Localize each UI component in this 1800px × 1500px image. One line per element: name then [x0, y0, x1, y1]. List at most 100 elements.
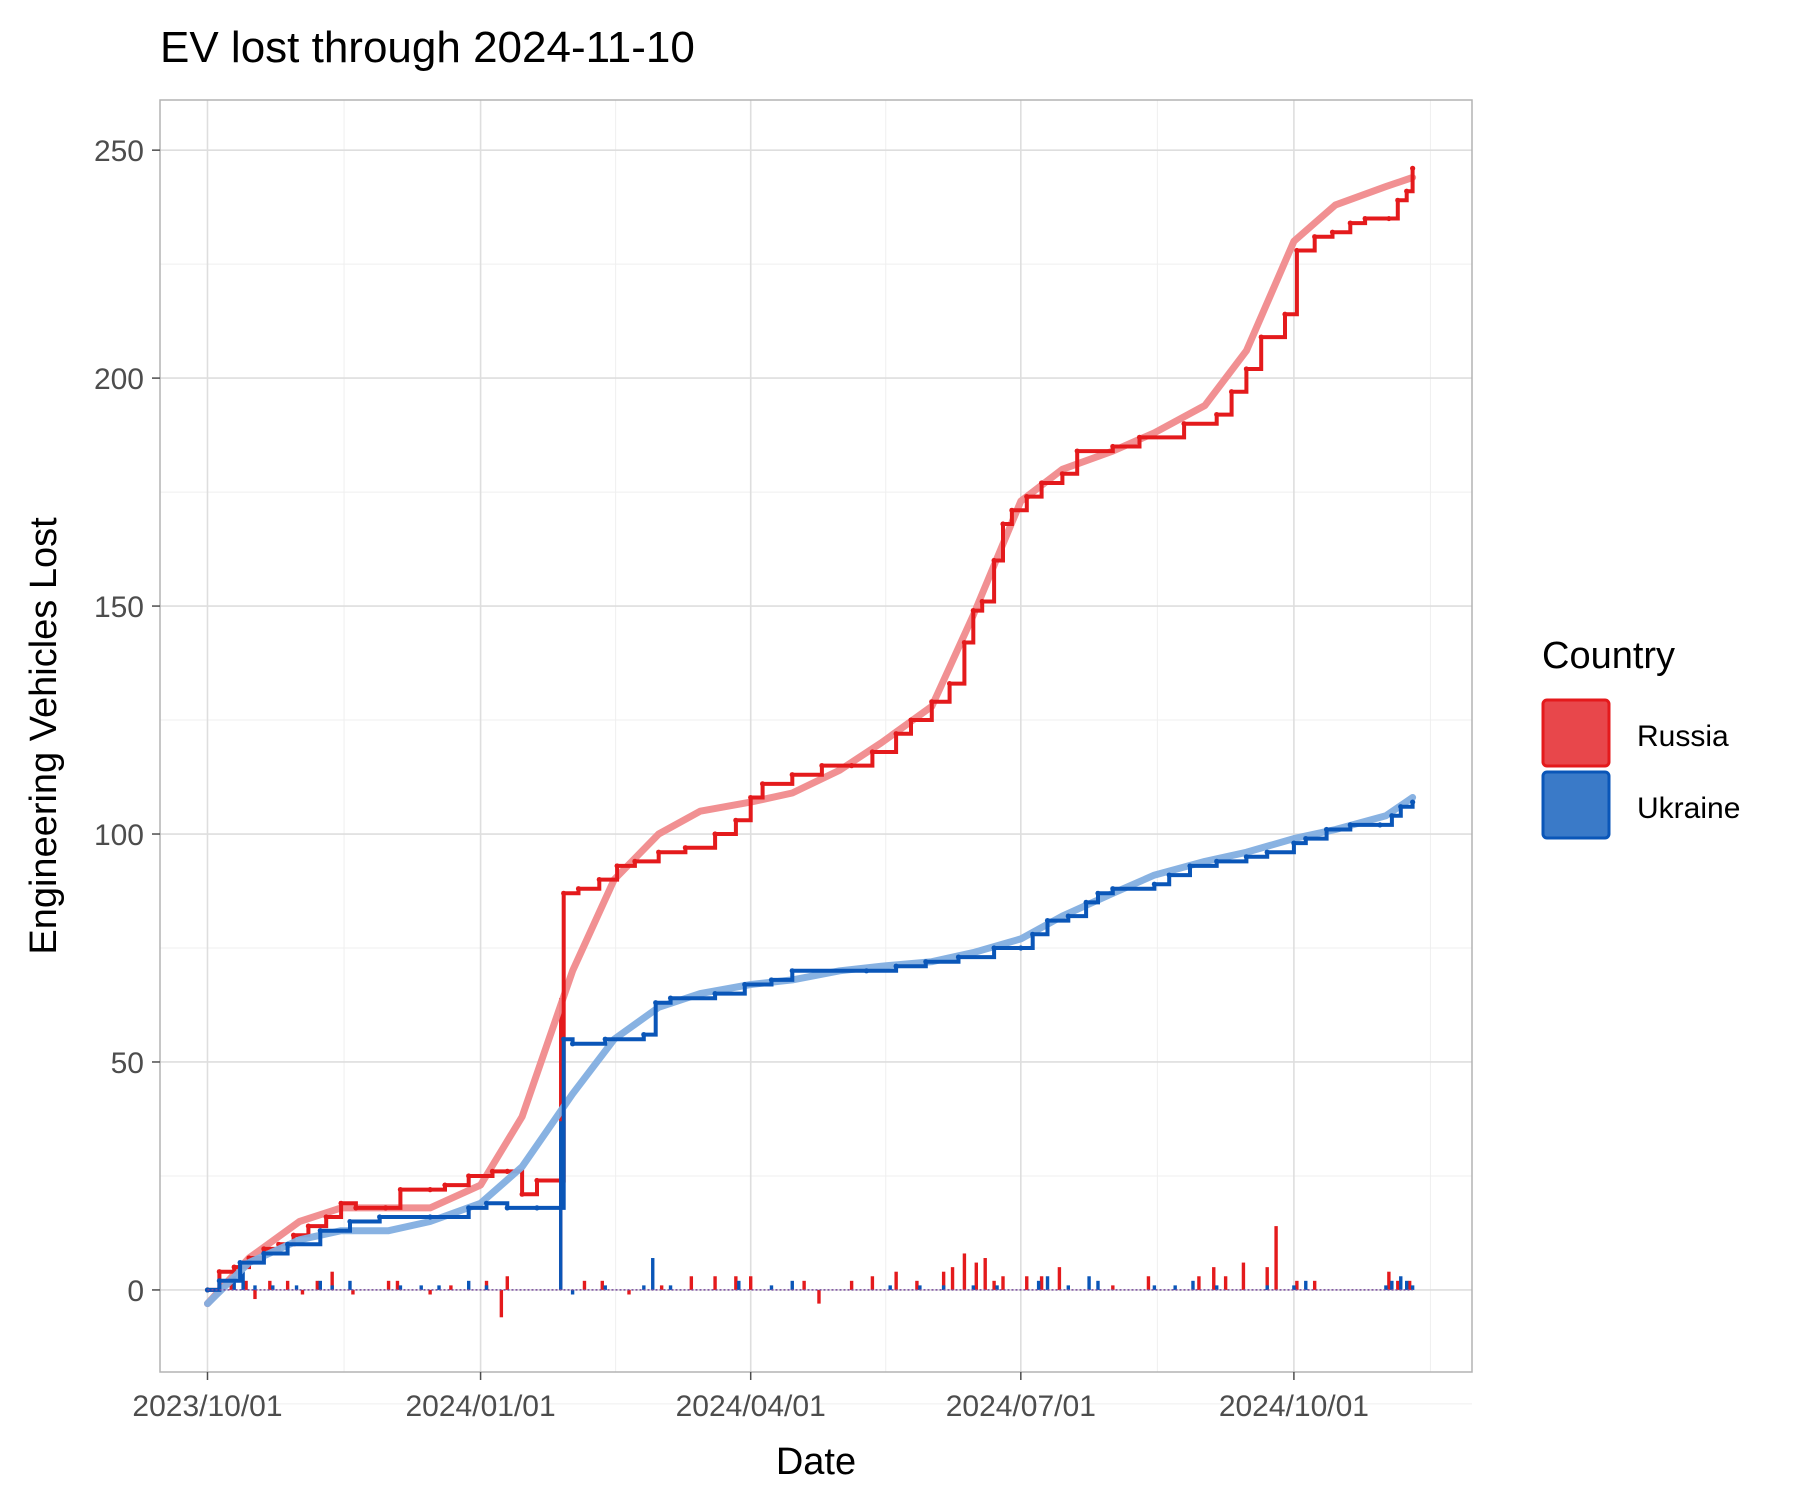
cumulative-point-russia: [819, 763, 825, 769]
cumulative-point-ukraine: [1214, 858, 1220, 864]
cumulative-point-russia: [397, 1187, 404, 1193]
cumulative-point-russia: [534, 1177, 540, 1184]
x-tick-label: 2024/07/01: [946, 1390, 1096, 1423]
cumulative-point-russia: [1024, 494, 1030, 500]
cumulative-point-russia: [575, 886, 582, 892]
cumulative-point-russia: [596, 877, 602, 883]
cumulative-point-ukraine: [1398, 804, 1404, 810]
cumulative-point-russia: [323, 1214, 329, 1220]
cumulative-point-russia: [893, 731, 899, 737]
cumulative-point-russia: [946, 680, 953, 687]
legend: Country Russia Ukraine: [1541, 635, 1740, 840]
cumulative-point-ukraine: [1018, 945, 1024, 951]
plot-area: [159, 99, 1473, 1405]
series-ukraine: [204, 794, 1417, 1308]
cumulative-point-ukraine: [667, 995, 674, 1001]
cumulative-point-russia: [991, 557, 997, 564]
cumulative-point-ukraine: [742, 981, 748, 988]
plot-border: [159, 99, 1473, 1373]
cumulative-point-russia: [382, 1205, 389, 1211]
cumulative-point-russia: [682, 845, 688, 851]
cumulative-point-russia: [961, 639, 968, 646]
cumulative-point-russia: [929, 699, 935, 705]
cumulative-point-russia: [1181, 421, 1187, 427]
cumulative-point-ukraine: [768, 977, 775, 983]
chart-title: EV lost through 2024-11-10: [160, 23, 695, 72]
y-axis-label: Engineering Vehicles Lost: [23, 517, 65, 955]
cumulative-point-russia: [561, 890, 567, 896]
trend-line-ukraine: [204, 794, 1417, 1308]
cumulative-point-russia: [970, 608, 976, 614]
cumulative-point-russia: [231, 1264, 237, 1270]
plot-panel: [160, 100, 1472, 1372]
cumulative-point-ukraine: [1303, 835, 1309, 842]
cumulative-point-russia: [261, 1246, 267, 1252]
cumulative-point-russia: [1000, 521, 1006, 527]
cumulative-point-ukraine: [1030, 931, 1036, 937]
cumulative-point-ukraine: [1151, 881, 1157, 887]
cumulative-point-russia: [504, 1168, 510, 1174]
cumulative-point-russia: [305, 1223, 312, 1229]
cumulative-point-ukraine: [1044, 918, 1051, 924]
cumulative-point-russia: [849, 763, 855, 769]
cumulative-point-russia: [1404, 188, 1410, 194]
cumulative-point-ukraine: [1095, 890, 1101, 896]
cumulative-point-ukraine: [1110, 886, 1116, 892]
cumulative-point-ukraine: [216, 1278, 222, 1284]
cumulative-point-russia: [1059, 471, 1065, 477]
y-tick-label: 250: [94, 135, 144, 168]
cumulative-point-ukraine: [955, 954, 962, 960]
legend-item-russia: Russia: [1541, 698, 1729, 768]
series-russia: [204, 165, 1417, 1318]
cumulative-point-russia: [1243, 366, 1250, 372]
cumulative-point-ukraine: [1187, 863, 1193, 869]
cumulative-point-ukraine: [237, 1259, 243, 1266]
legend-item-ukraine: Ukraine: [1541, 770, 1740, 840]
trend-line-russia: [204, 174, 1417, 1308]
cumulative-point-russia: [712, 831, 718, 837]
cumulative-point-russia: [1347, 220, 1353, 226]
legend-title: Country: [1542, 635, 1675, 677]
cumulative-point-ukraine: [1377, 822, 1383, 828]
cumulative-point-russia: [656, 849, 662, 855]
cumulative-point-russia: [290, 1232, 297, 1238]
cumulative-point-russia: [789, 772, 795, 778]
cumulative-point-ukraine: [569, 1041, 576, 1047]
cumulative-point-ukraine: [377, 1214, 383, 1220]
cumulative-point-ukraine: [1166, 872, 1172, 878]
cumulative-point-ukraine: [641, 1032, 647, 1038]
cumulative-point-russia: [733, 817, 739, 823]
cumulative-point-russia: [1228, 389, 1235, 395]
y-axis: 0 50 100 150 200 250: [94, 135, 160, 1308]
cumulative-point-ukraine: [347, 1218, 353, 1225]
y-tick-label: 0: [127, 1275, 144, 1308]
cumulative-point-russia: [1074, 448, 1080, 454]
cumulative-point-russia: [466, 1173, 472, 1179]
cumulative-point-ukraine: [504, 1205, 510, 1211]
cumulative-point-ukraine: [923, 959, 929, 965]
cumulative-point-ukraine: [1347, 822, 1353, 828]
cumulative-point-russia: [748, 794, 754, 801]
cumulative-point-ukraine: [483, 1200, 490, 1206]
cumulative-point-russia: [908, 717, 914, 723]
legend-label-russia: Russia: [1637, 720, 1729, 753]
x-tick-label: 2023/10/01: [132, 1390, 282, 1423]
cumulative-point-ukraine: [558, 1205, 564, 1211]
cumulative-point-ukraine: [561, 1036, 567, 1042]
cumulative-point-russia: [869, 749, 875, 755]
cumulative-point-russia: [1386, 215, 1392, 222]
x-tick-label: 2024/01/01: [406, 1390, 556, 1423]
cumulative-point-ukraine: [534, 1205, 540, 1211]
y-tick-label: 100: [94, 819, 144, 852]
legend-key-ukraine: [1541, 770, 1611, 840]
y-tick-label: 150: [94, 591, 144, 624]
cumulative-point-ukraine: [653, 1000, 659, 1006]
cumulative-point-ukraine: [317, 1228, 323, 1234]
cumulative-point-ukraine: [893, 963, 899, 969]
y-tick-label: 50: [111, 1047, 144, 1080]
cumulative-point-russia: [1009, 507, 1015, 513]
cumulative-point-ukraine: [602, 1036, 608, 1042]
cumulative-point-ukraine: [863, 968, 870, 974]
cumulative-point-russia: [1038, 480, 1045, 486]
